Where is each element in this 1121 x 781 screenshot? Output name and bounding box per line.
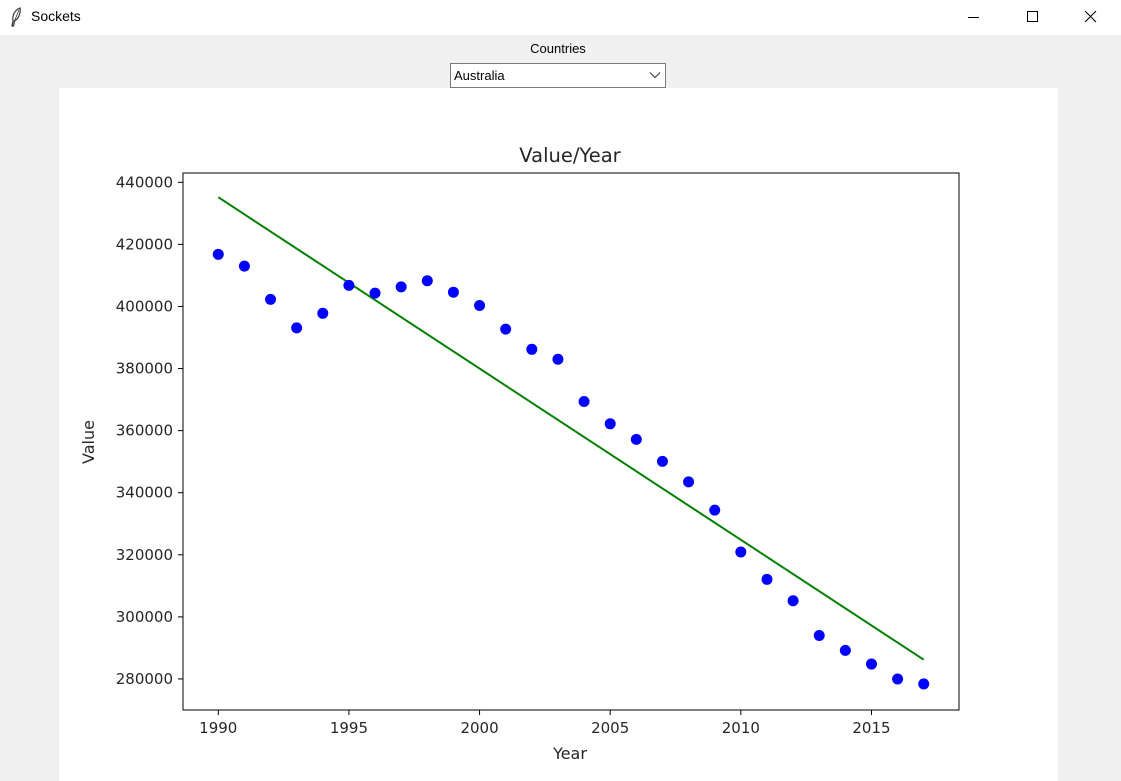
x-tick-label-2010: 2010 — [722, 719, 760, 737]
data-point-2010 — [735, 546, 747, 558]
y-tick-label-280000: 280000 — [116, 670, 173, 688]
data-point-2006 — [630, 433, 642, 445]
y-tick-label-400000: 400000 — [116, 297, 173, 315]
data-point-1994 — [317, 307, 329, 319]
data-point-1993 — [291, 322, 303, 334]
y-tick-label-440000: 440000 — [116, 173, 173, 191]
data-point-1999 — [447, 286, 459, 298]
data-point-2011 — [761, 573, 773, 585]
data-point-2003 — [552, 353, 564, 365]
x-tick-label-1995: 1995 — [330, 719, 368, 737]
y-tick-label-340000: 340000 — [116, 484, 173, 502]
data-point-1990 — [212, 248, 224, 260]
trend-line — [217, 196, 925, 661]
x-axis-label: Year — [552, 744, 587, 763]
data-point-1991 — [238, 260, 250, 272]
data-point-2004 — [578, 395, 590, 407]
data-point-2005 — [604, 418, 616, 430]
data-point-1992 — [265, 293, 277, 305]
minimize-icon — [968, 17, 979, 18]
data-point-2000 — [474, 300, 486, 312]
data-point-2009 — [709, 504, 721, 516]
x-tick-label-2000: 2000 — [460, 719, 498, 737]
y-tick-label-380000: 380000 — [116, 360, 173, 378]
maximize-button[interactable] — [1003, 0, 1061, 35]
countries-label: Countries — [530, 41, 586, 56]
maximize-icon — [1027, 11, 1038, 22]
data-point-2014 — [839, 644, 851, 656]
data-point-2001 — [500, 323, 512, 335]
chart-figure: Value/Year Year Value 1990 1995 2000 2005 20… — [59, 88, 1058, 781]
country-select-value: Australia — [454, 68, 505, 83]
data-point-2016 — [892, 673, 904, 685]
x-tick-label-2005: 2005 — [591, 719, 629, 737]
plot-frame — [182, 172, 960, 711]
y-axis-label: Value — [79, 420, 98, 464]
chart-title: Value/Year — [519, 144, 621, 167]
y-tick-label-320000: 320000 — [116, 546, 173, 564]
chevron-down-icon — [649, 72, 661, 79]
data-point-2017 — [918, 678, 930, 690]
window-title: Sockets — [31, 8, 81, 24]
data-point-1996 — [369, 287, 381, 299]
data-point-2002 — [526, 343, 538, 355]
data-point-2012 — [787, 595, 799, 607]
data-point-2015 — [865, 658, 877, 670]
data-point-2008 — [683, 476, 695, 488]
title-bar: Sockets — [0, 0, 1121, 35]
close-button[interactable] — [1062, 0, 1120, 35]
y-tick-label-300000: 300000 — [116, 608, 173, 626]
y-tick-label-420000: 420000 — [116, 235, 173, 253]
data-point-1995 — [343, 279, 355, 291]
feather-icon — [11, 7, 21, 27]
data-point-1998 — [421, 275, 433, 287]
y-tick-label-360000: 360000 — [116, 422, 173, 440]
data-point-2013 — [813, 630, 825, 642]
x-tick-label-2015: 2015 — [852, 719, 890, 737]
minimize-button[interactable] — [945, 0, 1003, 35]
country-select[interactable]: Australia — [450, 63, 666, 88]
x-tick-label-1990: 1990 — [199, 719, 237, 737]
data-point-2007 — [656, 455, 668, 467]
scatter-chart: Value/Year Year Value 1990 1995 2000 2005 20… — [79, 144, 960, 763]
close-icon — [1084, 10, 1097, 23]
data-point-1997 — [395, 281, 407, 293]
